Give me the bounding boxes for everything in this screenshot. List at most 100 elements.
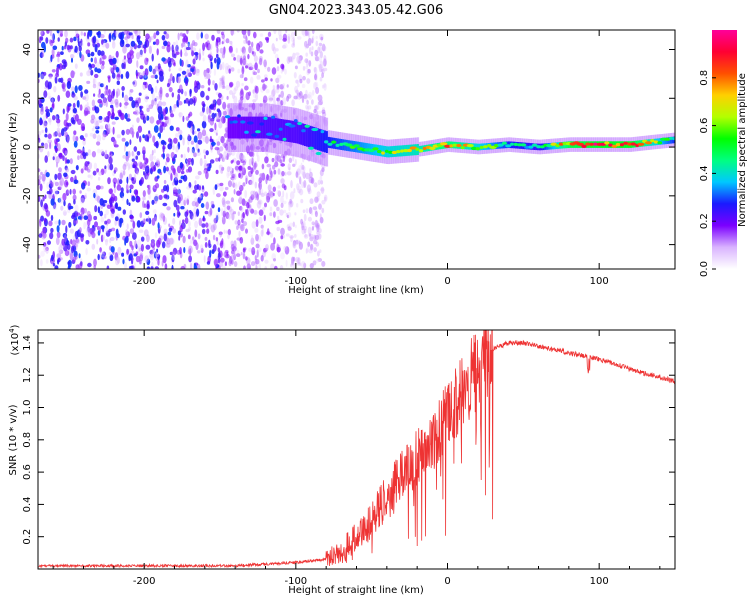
spectrogram-noise-speck — [133, 173, 137, 181]
spectrogram-noise-speck — [207, 54, 212, 58]
spectrogram-noise-speck — [153, 32, 157, 39]
spectrogram-noise-speck — [219, 261, 224, 267]
spectrogram-noise-speck — [174, 154, 178, 158]
spectrogram-y-tick-label: 0 — [22, 144, 33, 150]
spectrogram-noise-speck — [171, 254, 175, 263]
spectrogram-ridge-core — [619, 143, 624, 147]
spectrogram-noise-speck — [53, 86, 57, 93]
spectrogram-noise-speck — [311, 99, 314, 105]
spectrogram-noise-speck — [217, 92, 222, 99]
spectrogram-noise-speck — [100, 225, 105, 230]
spectrogram-noise-speck — [146, 107, 150, 113]
spectrogram-noise-speck — [90, 57, 94, 63]
spectrogram-noise-speck — [107, 111, 111, 117]
spectrogram-noise-speck — [267, 228, 270, 236]
spectrogram-noise-speck — [163, 31, 167, 35]
spectrogram-noise-speck — [264, 77, 268, 82]
spectrogram-noise-speck — [180, 154, 183, 158]
spectrogram-noise-speck — [239, 152, 244, 161]
spectrogram-noise-speck — [105, 238, 108, 246]
spectrogram-noise-speck — [161, 113, 164, 121]
spectrogram-noise-speck — [207, 114, 211, 120]
spectrogram-noise-speck — [271, 43, 275, 52]
spectrogram-noise-speck — [148, 104, 154, 110]
spectrogram-noise-speck — [307, 226, 312, 236]
spectrogram-noise-speck — [241, 66, 245, 75]
spectrogram-noise-speck — [298, 240, 301, 246]
spectrogram-noise-speck — [105, 239, 109, 243]
spectrogram-noise-speck — [77, 118, 82, 125]
spectrogram-noise-speck — [153, 155, 156, 161]
spectrogram-ridge-core — [550, 142, 557, 146]
spectrogram-noise-speck — [177, 93, 181, 102]
spectrogram-noise-speck — [73, 71, 76, 75]
spectrogram-noise-speck — [288, 204, 291, 212]
colorbar-tick-label: 0.2 — [699, 213, 710, 229]
spectrogram-noise-speck — [193, 265, 198, 269]
spectrogram-noise-speck — [269, 206, 273, 212]
spectrogram-noise-speck — [192, 189, 197, 194]
spectrogram-noise-speck — [129, 184, 134, 190]
spectrogram-noise-speck — [107, 76, 111, 83]
spectrogram-noise-speck — [306, 100, 309, 105]
spectrogram-noise-speck — [50, 198, 55, 206]
spectrogram-noise-speck — [133, 153, 136, 159]
spectrogram-noise-speck — [100, 234, 104, 243]
spectrogram-ridge-body — [473, 143, 476, 150]
spectrogram-noise-speck — [50, 214, 54, 222]
spectrogram-noise-speck — [54, 220, 59, 225]
spectrogram-ridge-body — [293, 121, 296, 143]
spectrogram-noise-speck — [227, 214, 231, 220]
spectrogram-ridge-body — [475, 143, 478, 151]
spectrogram-noise-speck — [226, 205, 231, 211]
spectrogram-ridge-core — [645, 141, 652, 145]
snr-y-ticks: 0.20.40.60.81.01.21.4 — [22, 335, 675, 545]
spectrogram-noise-speck — [121, 129, 125, 136]
spectrogram-ridge-body — [253, 116, 256, 139]
spectrogram-noise-speck — [130, 40, 136, 47]
spectrogram-ridge-core — [388, 150, 393, 154]
spectrogram-noise-speck — [99, 185, 104, 190]
spectrogram-noise-speck — [95, 130, 100, 134]
spectrogram-noise-speck — [168, 68, 171, 72]
spectrogram-noise-speck — [261, 226, 264, 235]
spectrogram-noise-speck — [257, 68, 260, 74]
spectrogram-ridge-body — [251, 116, 254, 139]
spectrogram-noise-speck — [181, 42, 186, 47]
spectrogram-noise-speck — [310, 210, 313, 216]
spectrogram-noise-speck — [273, 199, 278, 207]
spectrogram-noise-speck — [99, 210, 103, 217]
spectrogram-noise-speck — [107, 123, 111, 131]
spectrogram-noise-speck — [217, 247, 220, 253]
spectrogram-noise-speck — [315, 87, 320, 94]
spectrogram-noise-speck — [119, 102, 122, 108]
spectrogram-noise-speck — [48, 75, 53, 79]
spectrogram-noise-speck — [239, 90, 244, 98]
spectrogram-noise-speck — [117, 206, 122, 211]
spectrogram-noise-speck — [79, 104, 83, 111]
spectrogram-noise-speck — [78, 45, 82, 52]
spectrogram-noise-speck — [264, 74, 268, 79]
spectrogram-noise-speck — [49, 107, 53, 113]
spectrogram-noise-speck — [187, 41, 190, 48]
spectrogram-noise-speck — [72, 256, 77, 263]
spectrogram-noise-speck — [133, 146, 138, 152]
spectrogram-noise-speck — [180, 265, 186, 269]
spectrogram-noise-speck — [273, 169, 277, 175]
spectrogram-noise-speck — [216, 240, 219, 246]
spectrogram-noise-speck — [177, 187, 180, 196]
spectrogram-noise-speck — [248, 179, 253, 185]
spectrogram-noise-speck — [71, 57, 73, 63]
spectrogram-noise-speck — [198, 217, 202, 227]
spectrogram-noise-speck — [132, 232, 137, 240]
spectrogram-noise-speck — [305, 208, 309, 214]
spectrogram-noise-speck — [238, 181, 241, 188]
spectrogram-noise-speck — [261, 163, 265, 170]
spectrogram-noise-speck — [52, 204, 57, 211]
spectrogram-noise-speck — [127, 150, 131, 158]
spectrogram-noise-speck — [143, 47, 147, 54]
spectrogram-noise-speck — [131, 177, 137, 185]
spectrogram-noise-speck — [154, 193, 159, 203]
spectrogram-noise-speck — [70, 169, 76, 175]
spectrogram-noise-speck — [220, 31, 224, 36]
